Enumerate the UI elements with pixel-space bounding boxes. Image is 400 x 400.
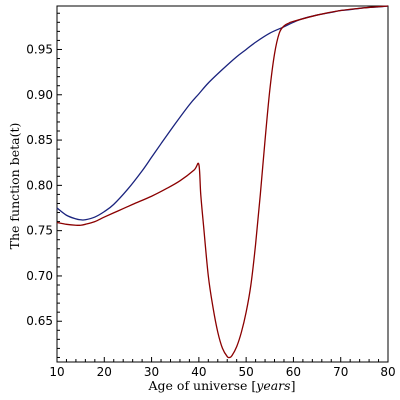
y-tick-label: 0.95 [26, 42, 53, 56]
y-tick-label: 0.90 [26, 88, 53, 102]
y-axis-label: The function beta(t) [7, 123, 22, 250]
x-tick-label: 50 [239, 365, 254, 379]
series-layer [56, 5, 389, 359]
y-tick-label: 0.75 [26, 224, 53, 238]
x-tick-label: 10 [49, 365, 64, 379]
series-line-2 [56, 5, 389, 359]
y-tick-label: 0.80 [26, 178, 53, 192]
y-tick-label: 0.85 [26, 133, 53, 147]
x-axis-label: Age of universe [years] [148, 378, 296, 393]
y-tick-label: 0.65 [26, 314, 53, 328]
y-axis: 0.65 0.70 0.75 0.80 0.85 0.90 0.95 [26, 12, 62, 358]
x-tick-label: 40 [191, 365, 206, 379]
x-tick-label: 70 [333, 365, 348, 379]
series-line-1 [56, 5, 389, 221]
x-tick-label: 30 [144, 365, 159, 379]
y-tick-label: 0.70 [26, 269, 53, 283]
plot-frame [56, 5, 389, 363]
x-axis: 10 20 30 40 50 60 70 80 [49, 357, 396, 379]
x-axis-label-text: Age of universe [148, 378, 248, 393]
x-tick-label: 60 [286, 365, 301, 379]
x-tick-label: 20 [97, 365, 112, 379]
x-tick-label: 80 [380, 365, 395, 379]
x-axis-unit: years [255, 378, 290, 393]
